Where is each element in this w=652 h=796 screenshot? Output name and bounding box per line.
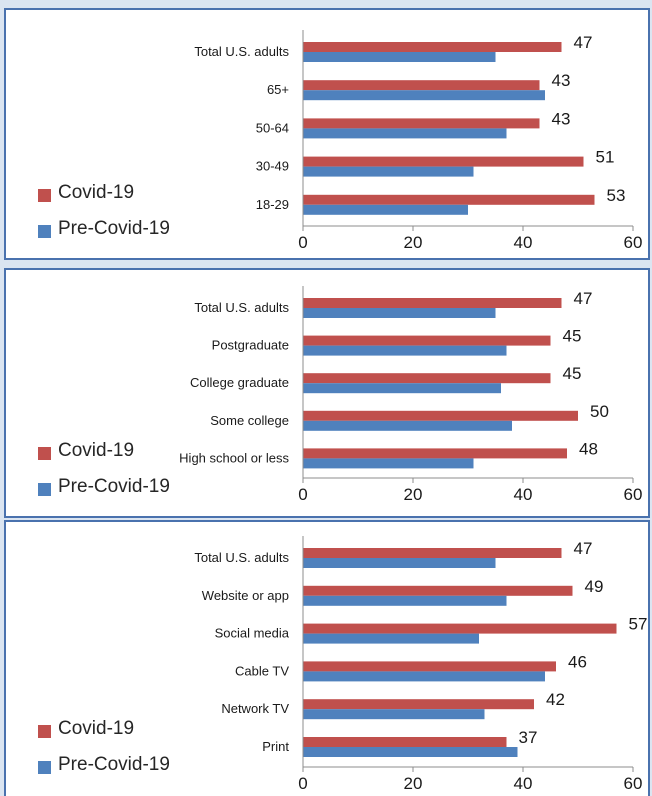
bar-covid-30-49: [303, 156, 584, 167]
chart-education: Total U.S. adults 47 Postgraduate 45 College…: [179, 286, 643, 504]
data-label-covid: 37: [519, 728, 538, 747]
category-label: Cable TV: [235, 663, 289, 678]
bar-pre-covid-some-college: [303, 420, 512, 431]
chart-panel-age: Total U.S. adults 47 65+ 43 50-64 43 30-49 51 18…: [4, 8, 650, 260]
category-label: College graduate: [190, 375, 289, 390]
x-tick-label: 60: [624, 485, 643, 504]
bar-pre-covid-print: [303, 747, 518, 757]
category-label: Website or app: [202, 588, 289, 603]
category-label: High school or less: [179, 450, 289, 465]
category-label: Postgraduate: [212, 338, 289, 353]
data-label-covid: 46: [568, 652, 587, 671]
data-label-covid: 51: [596, 148, 615, 167]
data-label-covid: 42: [546, 690, 565, 709]
bar-covid-social-media: [303, 623, 617, 634]
bar-pre-covid-total-u-s-adults: [303, 52, 496, 62]
bar-covid-print: [303, 737, 507, 747]
bar-covid-cable-tv: [303, 661, 556, 672]
bar-pre-covid-postgraduate: [303, 345, 507, 356]
bar-covid-total-u-s-adults: [303, 298, 562, 308]
chart-panel-news-source: Total U.S. adults 47 Website or app 49 Socia…: [4, 520, 650, 796]
bar-covid-50-64: [303, 118, 540, 129]
data-label-covid: 47: [574, 33, 593, 52]
category-label: Print: [262, 739, 289, 754]
category-label: 50-64: [256, 120, 289, 135]
legend-label-pre-covid: Pre-Covid-19: [58, 754, 170, 775]
data-label-covid: 45: [563, 327, 582, 346]
x-tick-label: 40: [514, 774, 533, 793]
bar-covid-65: [303, 80, 540, 91]
legend-swatch-pre-covid: [38, 225, 51, 238]
data-label-covid: 43: [552, 71, 571, 90]
legend-label-pre-covid: Pre-Covid-19: [58, 218, 170, 239]
category-label: Total U.S. adults: [194, 300, 289, 315]
bar-pre-covid-website-or-app: [303, 595, 507, 606]
bar-pre-covid-18-29: [303, 204, 468, 215]
bar-pre-covid-cable-tv: [303, 671, 545, 682]
bar-covid-total-u-s-adults: [303, 548, 562, 558]
category-label: Total U.S. adults: [194, 44, 289, 59]
data-label-covid: 50: [590, 402, 609, 421]
category-label: Total U.S. adults: [194, 550, 289, 565]
x-tick-label: 40: [514, 485, 533, 504]
legend-swatch-covid: [38, 189, 51, 202]
bar-pre-covid-social-media: [303, 633, 479, 644]
legend-swatch-pre-covid: [38, 761, 51, 774]
bar-covid-high-school-or-less: [303, 448, 567, 459]
x-tick-label: 20: [404, 485, 423, 504]
bar-pre-covid-total-u-s-adults: [303, 558, 496, 568]
bar-covid-18-29: [303, 194, 595, 205]
data-label-covid: 48: [579, 439, 598, 458]
legend-swatch-covid: [38, 447, 51, 460]
x-tick-label: 0: [298, 485, 307, 504]
category-label: Social media: [215, 626, 290, 641]
bar-pre-covid-college-graduate: [303, 383, 501, 394]
x-tick-label: 0: [298, 774, 307, 793]
x-tick-label: 40: [514, 233, 533, 252]
bar-covid-network-tv: [303, 699, 534, 710]
category-label: 18-29: [256, 197, 289, 212]
legend-label-covid: Covid-19: [58, 182, 135, 203]
bar-covid-college-graduate: [303, 373, 551, 384]
chart-news-source: Total U.S. adults 47 Website or app 49 Socia…: [194, 536, 648, 793]
data-label-covid: 45: [563, 364, 582, 383]
category-label: 30-49: [256, 159, 289, 174]
bar-covid-website-or-app: [303, 585, 573, 596]
legend-label-covid: Covid-19: [58, 440, 135, 461]
data-label-covid: 47: [574, 539, 593, 558]
category-label: 65+: [267, 82, 289, 97]
bar-covid-total-u-s-adults: [303, 42, 562, 52]
legend-swatch-pre-covid: [38, 483, 51, 496]
legend-label-covid: Covid-19: [58, 718, 135, 739]
legend-label-pre-covid: Pre-Covid-19: [58, 476, 170, 497]
bar-pre-covid-65: [303, 90, 545, 101]
x-tick-label: 60: [624, 233, 643, 252]
bar-pre-covid-50-64: [303, 128, 507, 139]
bar-covid-postgraduate: [303, 335, 551, 346]
chart-age: Total U.S. adults 47 65+ 43 50-64 43 30-49 51 18…: [194, 30, 643, 252]
data-label-covid: 49: [585, 577, 604, 596]
bar-covid-some-college: [303, 410, 578, 421]
data-label-covid: 57: [629, 615, 648, 634]
x-tick-label: 20: [404, 233, 423, 252]
bar-pre-covid-total-u-s-adults: [303, 308, 496, 318]
data-label-covid: 47: [574, 289, 593, 308]
x-tick-label: 0: [298, 233, 307, 252]
bar-pre-covid-high-school-or-less: [303, 458, 474, 469]
category-label: Network TV: [221, 701, 289, 716]
chart-panel-education: Total U.S. adults 47 Postgraduate 45 College…: [4, 268, 650, 518]
data-label-covid: 43: [552, 109, 571, 128]
bar-pre-covid-network-tv: [303, 709, 485, 720]
category-label: Some college: [210, 413, 289, 428]
x-tick-label: 60: [624, 774, 643, 793]
x-tick-label: 20: [404, 774, 423, 793]
legend-swatch-covid: [38, 725, 51, 738]
data-label-covid: 53: [607, 186, 626, 205]
bar-pre-covid-30-49: [303, 166, 474, 177]
